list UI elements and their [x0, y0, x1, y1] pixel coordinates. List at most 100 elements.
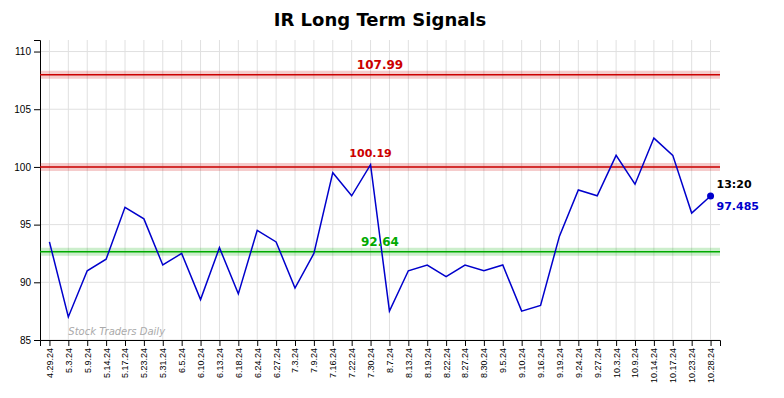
- grid-line-x: [276, 40, 277, 340]
- signal-band: [40, 71, 720, 79]
- annotation: 13:20: [717, 178, 752, 191]
- signal-band: [40, 248, 720, 256]
- signal-label: 107.99: [357, 58, 403, 72]
- x-tick-mark: [541, 340, 542, 346]
- x-tick-mark: [711, 340, 712, 346]
- x-tick-label: 7.16.24: [328, 348, 338, 378]
- x-tick: 10.17.24: [668, 340, 678, 383]
- x-tick-label: 9.16.24: [536, 348, 546, 378]
- x-tick-mark: [219, 340, 220, 346]
- x-tick: 5.23.24: [139, 340, 149, 378]
- y-tick: 90: [20, 277, 40, 288]
- annotations: 92.64 107.99 100.19 13:20 97.485 Stock Trader…: [68, 58, 759, 337]
- x-tick-label: 5.9.24: [83, 348, 93, 373]
- signal-label: 92.64: [361, 235, 399, 249]
- y-tick: 100: [14, 162, 40, 173]
- grid: [40, 40, 720, 340]
- x-tick-label: 10.28.24: [706, 348, 716, 383]
- grid-line-x: [200, 40, 201, 340]
- x-tick-mark: [333, 340, 334, 346]
- x-tick: 8.13.24: [404, 340, 414, 378]
- y-tick-mark: [34, 340, 40, 341]
- last-point: [707, 192, 714, 199]
- grid-line-x: [162, 40, 163, 340]
- x-tick: 9.16.24: [536, 340, 546, 378]
- grid-line-x: [408, 40, 409, 340]
- x-tick-label: 7.9.24: [309, 348, 319, 373]
- x-tick-label: 9.19.24: [555, 348, 565, 378]
- grid-line-y: [40, 224, 720, 225]
- x-tick-label: 9.24.24: [574, 348, 584, 378]
- x-tick-label: 10.3.24: [611, 348, 621, 378]
- x-tick-mark: [484, 340, 485, 346]
- x-tick-label: 4.29.24: [45, 348, 55, 378]
- x-tick: 9.5.24: [498, 340, 508, 373]
- x-tick: 6.18.24: [234, 340, 244, 378]
- x-tick-label: 8.13.24: [404, 348, 414, 378]
- x-tick: 7.3.24: [290, 340, 300, 373]
- grid-line-x: [219, 40, 220, 340]
- x-tick: 9.27.24: [593, 340, 603, 378]
- chart-title: IR Long Term Signals: [274, 9, 486, 30]
- grid-line-x: [521, 40, 522, 340]
- x-tick-label: 10.14.24: [649, 348, 659, 383]
- y-tick: 105: [14, 104, 40, 115]
- x-tick-mark: [182, 340, 183, 346]
- x-tick-mark: [522, 340, 523, 346]
- grid-line-x: [257, 40, 258, 340]
- x-tick: 10.28.24: [706, 340, 716, 383]
- y-axis-line: [34, 41, 41, 341]
- x-tick: 6.10.24: [196, 340, 206, 378]
- x-tick-mark: [389, 340, 390, 346]
- x-tick: 6.27.24: [271, 340, 281, 378]
- y-tick-mark: [34, 52, 40, 53]
- x-tick: 9.19.24: [555, 340, 565, 378]
- x-tick-label: 5.3.24: [64, 348, 74, 373]
- x-tick-label: 7.3.24: [290, 348, 300, 373]
- x-tick: 6.5.24: [177, 340, 187, 373]
- x-tick-label: 6.24.24: [253, 348, 263, 378]
- x-tick: 8.19.24: [423, 340, 433, 378]
- x-tick-mark: [49, 340, 50, 346]
- x-tick-label: 10.23.24: [687, 348, 697, 383]
- grid-line-y: [40, 282, 720, 283]
- grid-line-x: [616, 40, 617, 340]
- x-tick-mark: [276, 340, 277, 346]
- x-tick-mark: [257, 340, 258, 346]
- x-tick: 6.13.24: [215, 340, 225, 378]
- y-tick: 110: [15, 46, 40, 57]
- x-tick: 5.17.24: [120, 340, 130, 378]
- x-tick-label: 6.27.24: [271, 348, 281, 378]
- x-tick-mark: [597, 340, 598, 346]
- x-tick-label: 8.22.24: [441, 348, 451, 378]
- x-tick-mark: [314, 340, 315, 346]
- x-axis: 4.29.245.3.245.9.245.14.245.17.245.23.24…: [41, 340, 721, 383]
- grid-line-x: [672, 40, 673, 340]
- grid-line-x: [370, 40, 371, 340]
- x-tick-label: 8.7.24: [385, 348, 395, 373]
- y-tick-label: 110: [15, 46, 31, 57]
- x-tick-mark: [352, 340, 353, 346]
- annotation: 97.485: [717, 200, 759, 213]
- plot-area: 8590951001051104.29.245.3.245.9.245.14.2…: [14, 40, 759, 383]
- x-tick-label: 9.10.24: [517, 348, 527, 378]
- grid-line-x: [465, 40, 466, 340]
- annotation: 100.19: [349, 147, 391, 160]
- grid-line-x: [710, 40, 711, 340]
- chart-container: 8590951001051104.29.245.3.245.9.245.14.2…: [0, 0, 784, 398]
- y-tick: 85: [20, 335, 40, 346]
- grid-line-x: [427, 40, 428, 340]
- x-tick: 10.14.24: [649, 340, 659, 383]
- y-tick: 95: [20, 219, 40, 230]
- x-tick: 8.27.24: [460, 340, 470, 378]
- x-tick: 5.31.24: [158, 340, 168, 378]
- grid-line-x: [691, 40, 692, 340]
- x-tick-mark: [616, 340, 617, 346]
- watermark: Stock Traders Daily: [68, 326, 166, 337]
- grid-line-x: [181, 40, 182, 340]
- x-tick: 5.3.24: [64, 340, 74, 373]
- grid-line-x: [143, 40, 144, 340]
- x-tick-mark: [465, 340, 466, 346]
- y-tick-label: 90: [20, 277, 32, 288]
- grid-line-y: [40, 166, 720, 167]
